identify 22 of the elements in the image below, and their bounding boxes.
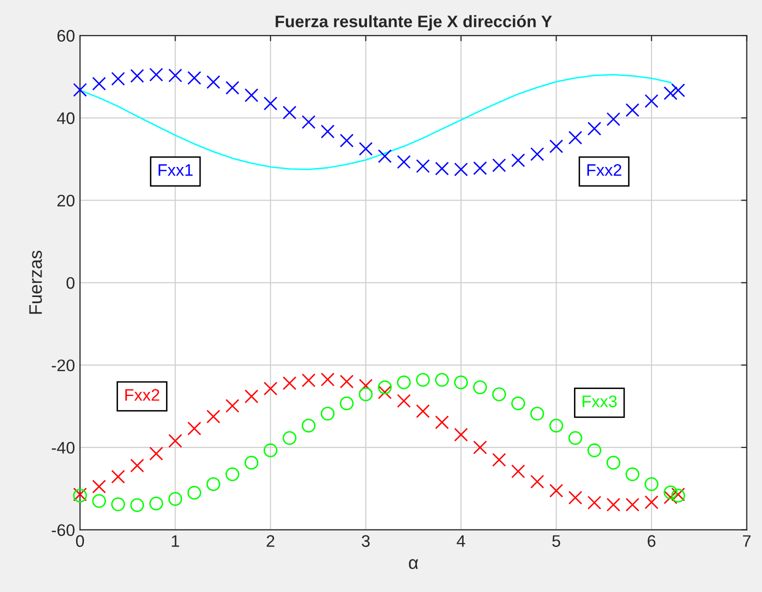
annotation: Fxx2 [587,164,622,176]
x-tick-label: 4 [456,535,466,547]
x-axis-title: α [408,559,418,570]
x-tick-label: 1 [172,535,180,547]
y-axis-title: Fuerzas [29,250,42,314]
y-tick-label: -40 [52,442,74,454]
x-tick-label: 3 [362,535,370,547]
y-tick-label: 0 [66,277,74,289]
y-tick-label: 60 [57,30,74,42]
y-tick-label: -60 [52,524,74,536]
y-tick-label: 20 [57,194,74,206]
y-tick-label: 40 [56,112,74,124]
annotation: Fxx3 [582,395,617,408]
x-tick-label: 2 [266,535,274,547]
y-tick-label: -20 [52,359,74,372]
x-tick-label: 5 [552,535,560,547]
x-tick-label: 6 [648,535,656,547]
x-tick-label: 7 [742,535,751,547]
annotation: Fxx2 [125,389,160,401]
x-tick-label: 0 [76,535,84,547]
annotation: Fxx1 [158,164,193,176]
chart-title: Fuerza resultante Eje X dirección Y [276,14,552,31]
